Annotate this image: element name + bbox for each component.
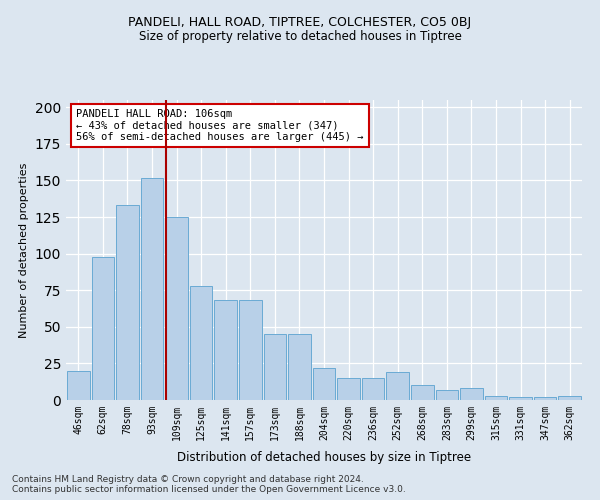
Text: Size of property relative to detached houses in Tiptree: Size of property relative to detached ho…: [139, 30, 461, 43]
Bar: [92, 256, 114, 400]
Y-axis label: Number of detached properties: Number of detached properties: [19, 162, 29, 338]
Bar: [165, 217, 188, 400]
Bar: [263, 334, 286, 400]
Bar: [190, 286, 212, 400]
Bar: [140, 178, 163, 400]
Text: PANDELI HALL ROAD: 106sqm
← 43% of detached houses are smaller (347)
56% of semi: PANDELI HALL ROAD: 106sqm ← 43% of detac…: [76, 109, 364, 142]
Text: Contains HM Land Registry data © Crown copyright and database right 2024.
Contai: Contains HM Land Registry data © Crown c…: [12, 475, 406, 494]
X-axis label: Distribution of detached houses by size in Tiptree: Distribution of detached houses by size …: [177, 451, 471, 464]
Bar: [485, 396, 508, 400]
Text: PANDELI, HALL ROAD, TIPTREE, COLCHESTER, CO5 0BJ: PANDELI, HALL ROAD, TIPTREE, COLCHESTER,…: [128, 16, 472, 29]
Bar: [362, 378, 385, 400]
Bar: [534, 397, 556, 400]
Bar: [337, 378, 360, 400]
Bar: [214, 300, 237, 400]
Bar: [116, 206, 139, 400]
Bar: [313, 368, 335, 400]
Bar: [288, 334, 311, 400]
Bar: [436, 390, 458, 400]
Bar: [411, 386, 434, 400]
Bar: [239, 300, 262, 400]
Bar: [67, 370, 89, 400]
Bar: [460, 388, 483, 400]
Bar: [559, 396, 581, 400]
Bar: [386, 372, 409, 400]
Bar: [509, 397, 532, 400]
